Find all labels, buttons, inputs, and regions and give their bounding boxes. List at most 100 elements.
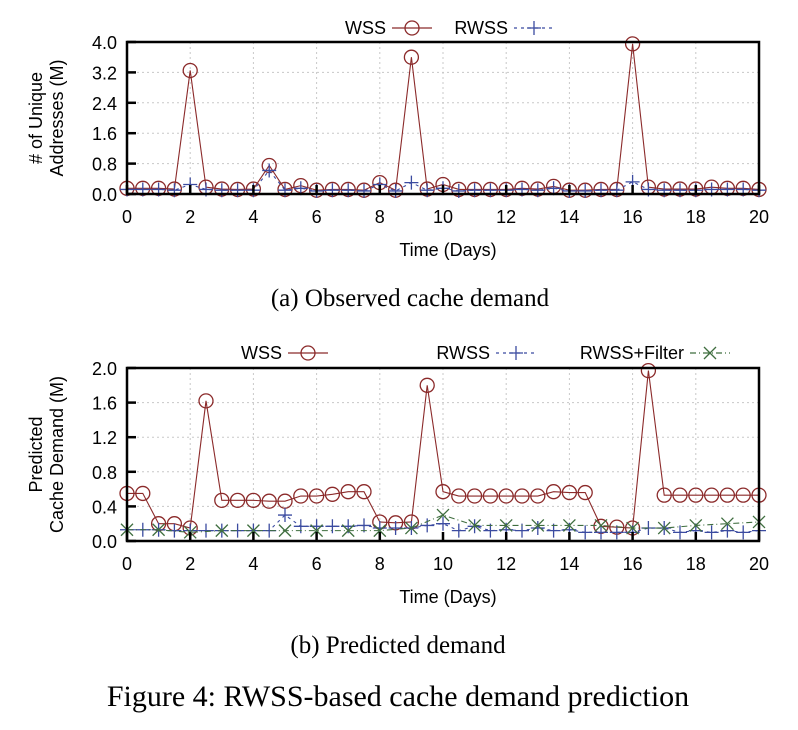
data-point: [404, 175, 419, 190]
data-point: [451, 523, 466, 538]
data-point: [514, 488, 530, 504]
x-axis-title: Time (Days): [399, 587, 496, 607]
data-point: [419, 377, 435, 393]
x-tick-label: 20: [749, 207, 769, 227]
y-tick-label: 0.8: [92, 155, 117, 175]
data-point: [594, 525, 608, 540]
x-tick-label: 12: [496, 207, 516, 227]
data-point: [577, 484, 593, 501]
series-line: [127, 370, 759, 529]
legend-label: WSS: [241, 343, 282, 363]
data-point: [278, 524, 292, 538]
x-tick-label: 8: [375, 207, 385, 227]
legend-label: RWSS: [454, 18, 508, 38]
y-tick-label: 0.0: [92, 532, 117, 552]
subfigure-a-caption: (a) Observed cache demand: [271, 285, 550, 312]
x-tick-label: 0: [122, 207, 132, 227]
y-axis-title: Predicted: [26, 416, 46, 492]
y-tick-label: 4.0: [92, 33, 117, 53]
subfigure-b-caption: (b) Predicted demand: [290, 632, 506, 659]
data-point: [736, 525, 751, 540]
data-point: [356, 484, 372, 500]
data-point: [656, 487, 672, 503]
data-point: [672, 487, 688, 503]
data-point: [578, 183, 593, 198]
data-point: [135, 485, 151, 502]
x-tick-label: 18: [686, 207, 706, 227]
data-point: [340, 484, 356, 500]
data-point: [199, 523, 213, 538]
x-tick-label: 18: [686, 554, 706, 574]
legend-sample-marker: [527, 21, 541, 35]
data-point: [640, 362, 657, 379]
data-point: [578, 525, 593, 540]
data-point: [735, 487, 751, 503]
data-point: [499, 518, 513, 532]
data-point: [624, 36, 641, 52]
data-point: [704, 525, 719, 540]
data-point: [214, 492, 230, 508]
data-point: [436, 508, 450, 522]
x-tick-label: 2: [185, 207, 195, 227]
x-tick-label: 14: [559, 207, 579, 227]
data-point: [357, 183, 371, 198]
data-point: [720, 523, 735, 538]
data-point: [420, 518, 435, 533]
legend-item-rwss-filter: RWSS+Filter: [580, 343, 730, 363]
x-tick-label: 2: [185, 554, 195, 574]
x-tick-label: 20: [749, 554, 769, 574]
data-point: [341, 524, 355, 538]
data-point: [245, 492, 262, 508]
data-point: [626, 521, 640, 535]
data-point: [388, 183, 403, 198]
data-point: [561, 484, 578, 501]
series-line: [127, 514, 760, 533]
data-point: [468, 518, 482, 532]
data-point: [451, 488, 467, 504]
data-point: [719, 487, 736, 503]
legend-sample-marker: [300, 345, 316, 361]
data-point: [451, 183, 466, 198]
data-point: [278, 508, 292, 523]
data-point: [388, 521, 403, 536]
y-tick-label: 3.2: [92, 63, 117, 83]
y-tick-label: 2.0: [92, 359, 117, 379]
x-tick-label: 0: [122, 554, 132, 574]
data-point: [262, 163, 277, 178]
data-point: [404, 521, 418, 535]
y-tick-label: 1.6: [92, 124, 117, 144]
x-tick-label: 12: [496, 554, 516, 574]
x-tick-label: 6: [312, 554, 322, 574]
data-point: [466, 488, 483, 504]
data-point: [215, 524, 229, 538]
legend-sample-marker: [509, 346, 523, 360]
data-point: [293, 519, 308, 534]
data-point: [324, 486, 341, 502]
y-tick-label: 0.4: [92, 497, 117, 517]
x-axis-title: Time (Days): [399, 240, 496, 260]
x-tick-label: 16: [623, 554, 643, 574]
data-point: [261, 493, 277, 509]
data-point: [720, 517, 734, 531]
data-point: [545, 484, 562, 500]
data-point: [403, 49, 420, 65]
data-point: [182, 62, 198, 79]
x-tick-label: 8: [375, 554, 385, 574]
chart-observed-cache-demand: 0 2 4 6 8 10 12 14 16 18 20 0.0 0.8 1.6 2.4 3.2 4.0 Time …: [26, 18, 769, 260]
x-tick-label: 14: [559, 554, 579, 574]
legend-label: RWSS+Filter: [580, 343, 684, 363]
x-tick-label: 10: [433, 207, 453, 227]
data-point: [530, 521, 545, 536]
x-tick-label: 6: [312, 207, 322, 227]
legend-label: RWSS: [436, 343, 490, 363]
data-point: [436, 516, 450, 531]
legend-item-wss: WSS: [345, 18, 432, 38]
data-point: [310, 524, 324, 538]
data-point: [657, 521, 671, 535]
data-point: [229, 492, 246, 508]
data-point: [530, 488, 546, 504]
x-tick-label: 4: [248, 207, 258, 227]
data-point: [373, 524, 387, 538]
legend-sample-marker: [404, 20, 420, 36]
